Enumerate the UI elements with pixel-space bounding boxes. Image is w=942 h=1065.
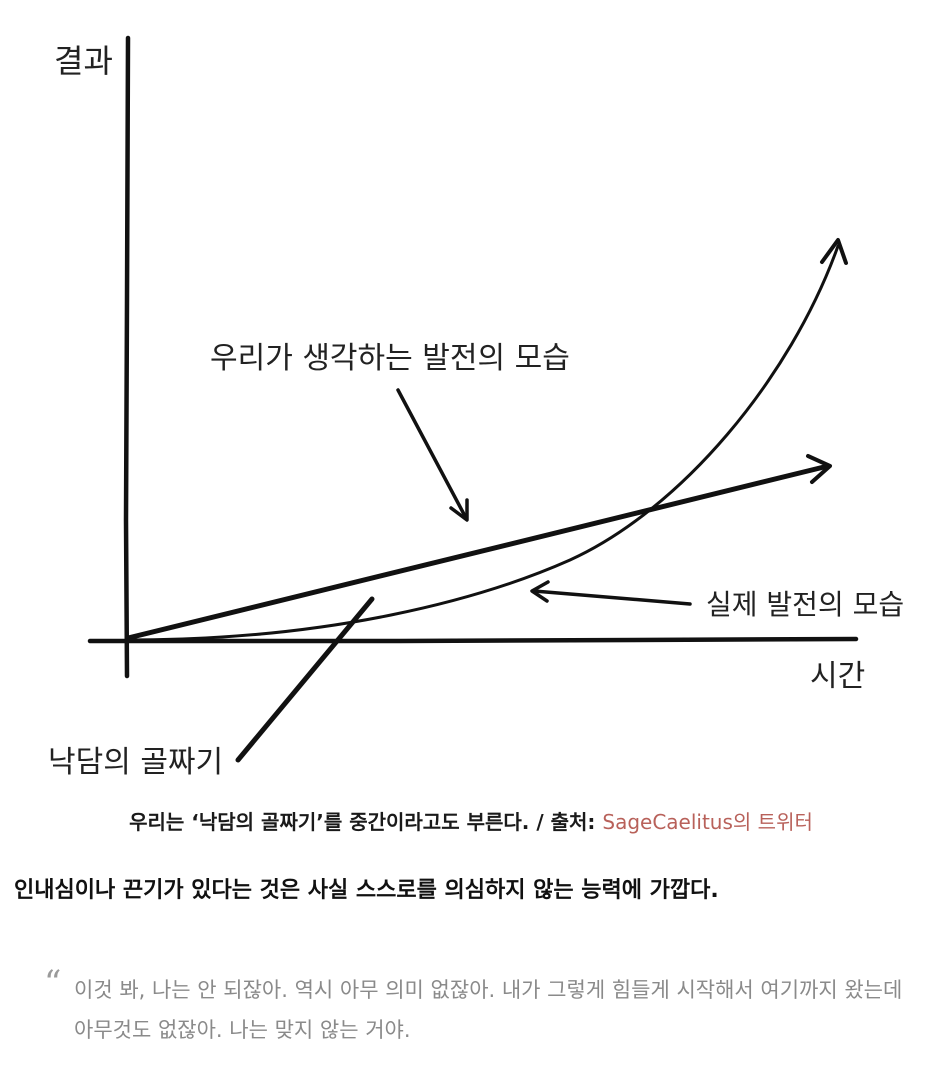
actual-progress-curve [126,244,840,642]
x-axis [87,636,859,644]
expected-progress-label: 우리가 생각하는 발전의 모습 [210,341,570,376]
figure-caption: 우리는 ‘낙담의 골짜기’를 중간이라고도 부른다. / 출처: SageCae… [0,806,942,835]
actual-pointer-line [532,589,692,606]
body-paragraph: 인내심이나 끈기가 있다는 것은 사실 스스로를 의심하지 않는 능력에 가깝다… [14,878,719,903]
progress-diagram: 결과 시간 우리가 생각하는 발전의 모습 실제 발전의 모습 낙담의 골짜기 [48,35,904,780]
y-axis-label: 결과 [54,42,113,80]
expected-progress-arrowhead [806,454,832,484]
actual-progress-arrowhead [820,238,848,265]
valley-pointer-line [235,596,375,763]
actual-pointer-arrowhead [530,580,550,603]
y-axis [123,35,131,679]
quote-text: 이것 봐, 나는 안 되잖아. 역시 아무 의미 없잖아. 내가 그렇게 힘들게… [74,978,903,1042]
x-axis-label: 시간 [810,659,865,694]
expected-pointer-arrowhead [449,498,469,522]
expected-pointer-line [396,388,468,520]
actual-progress-label: 실제 발전의 모습 [706,588,904,621]
diagram-canvas: 결과 시간 우리가 생각하는 발전의 모습 실제 발전의 모습 낙담의 골짜기 [48,35,904,780]
source-link[interactable]: SageCaelitus [602,810,733,834]
quote-mark-icon: “ [44,963,62,1003]
valley-label: 낙담의 골짜기 [48,745,223,780]
blockquote: “ 이것 봐, 나는 안 되잖아. 역시 아무 의미 없잖아. 내가 그렇게 힘… [44,966,904,1050]
caption-source-tail: 의 트위터 [732,810,813,834]
caption-text: 우리는 ‘낙담의 골짜기’를 중간이라고도 부른다. / 출처: [129,810,603,834]
expected-progress-line [125,464,827,641]
